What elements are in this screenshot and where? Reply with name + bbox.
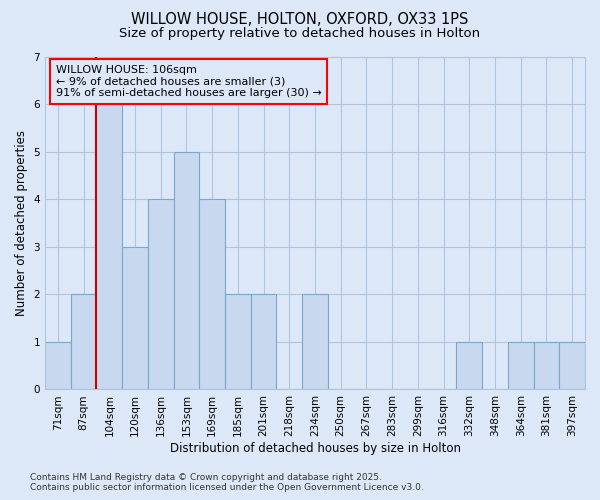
Bar xyxy=(97,104,122,390)
Y-axis label: Number of detached properties: Number of detached properties xyxy=(15,130,28,316)
Bar xyxy=(533,342,559,390)
Text: WILLOW HOUSE: 106sqm
← 9% of detached houses are smaller (3)
91% of semi-detache: WILLOW HOUSE: 106sqm ← 9% of detached ho… xyxy=(56,65,322,98)
Bar xyxy=(508,342,533,390)
Bar xyxy=(302,294,328,390)
Bar xyxy=(559,342,585,390)
Text: Size of property relative to detached houses in Holton: Size of property relative to detached ho… xyxy=(119,28,481,40)
Bar xyxy=(45,342,71,390)
X-axis label: Distribution of detached houses by size in Holton: Distribution of detached houses by size … xyxy=(170,442,461,455)
Bar xyxy=(122,247,148,390)
Text: WILLOW HOUSE, HOLTON, OXFORD, OX33 1PS: WILLOW HOUSE, HOLTON, OXFORD, OX33 1PS xyxy=(131,12,469,28)
Bar xyxy=(251,294,277,390)
Text: Contains HM Land Registry data © Crown copyright and database right 2025.
Contai: Contains HM Land Registry data © Crown c… xyxy=(30,473,424,492)
Bar xyxy=(199,199,225,390)
Bar xyxy=(457,342,482,390)
Bar xyxy=(71,294,97,390)
Bar xyxy=(225,294,251,390)
Bar xyxy=(148,199,173,390)
Bar xyxy=(173,152,199,390)
